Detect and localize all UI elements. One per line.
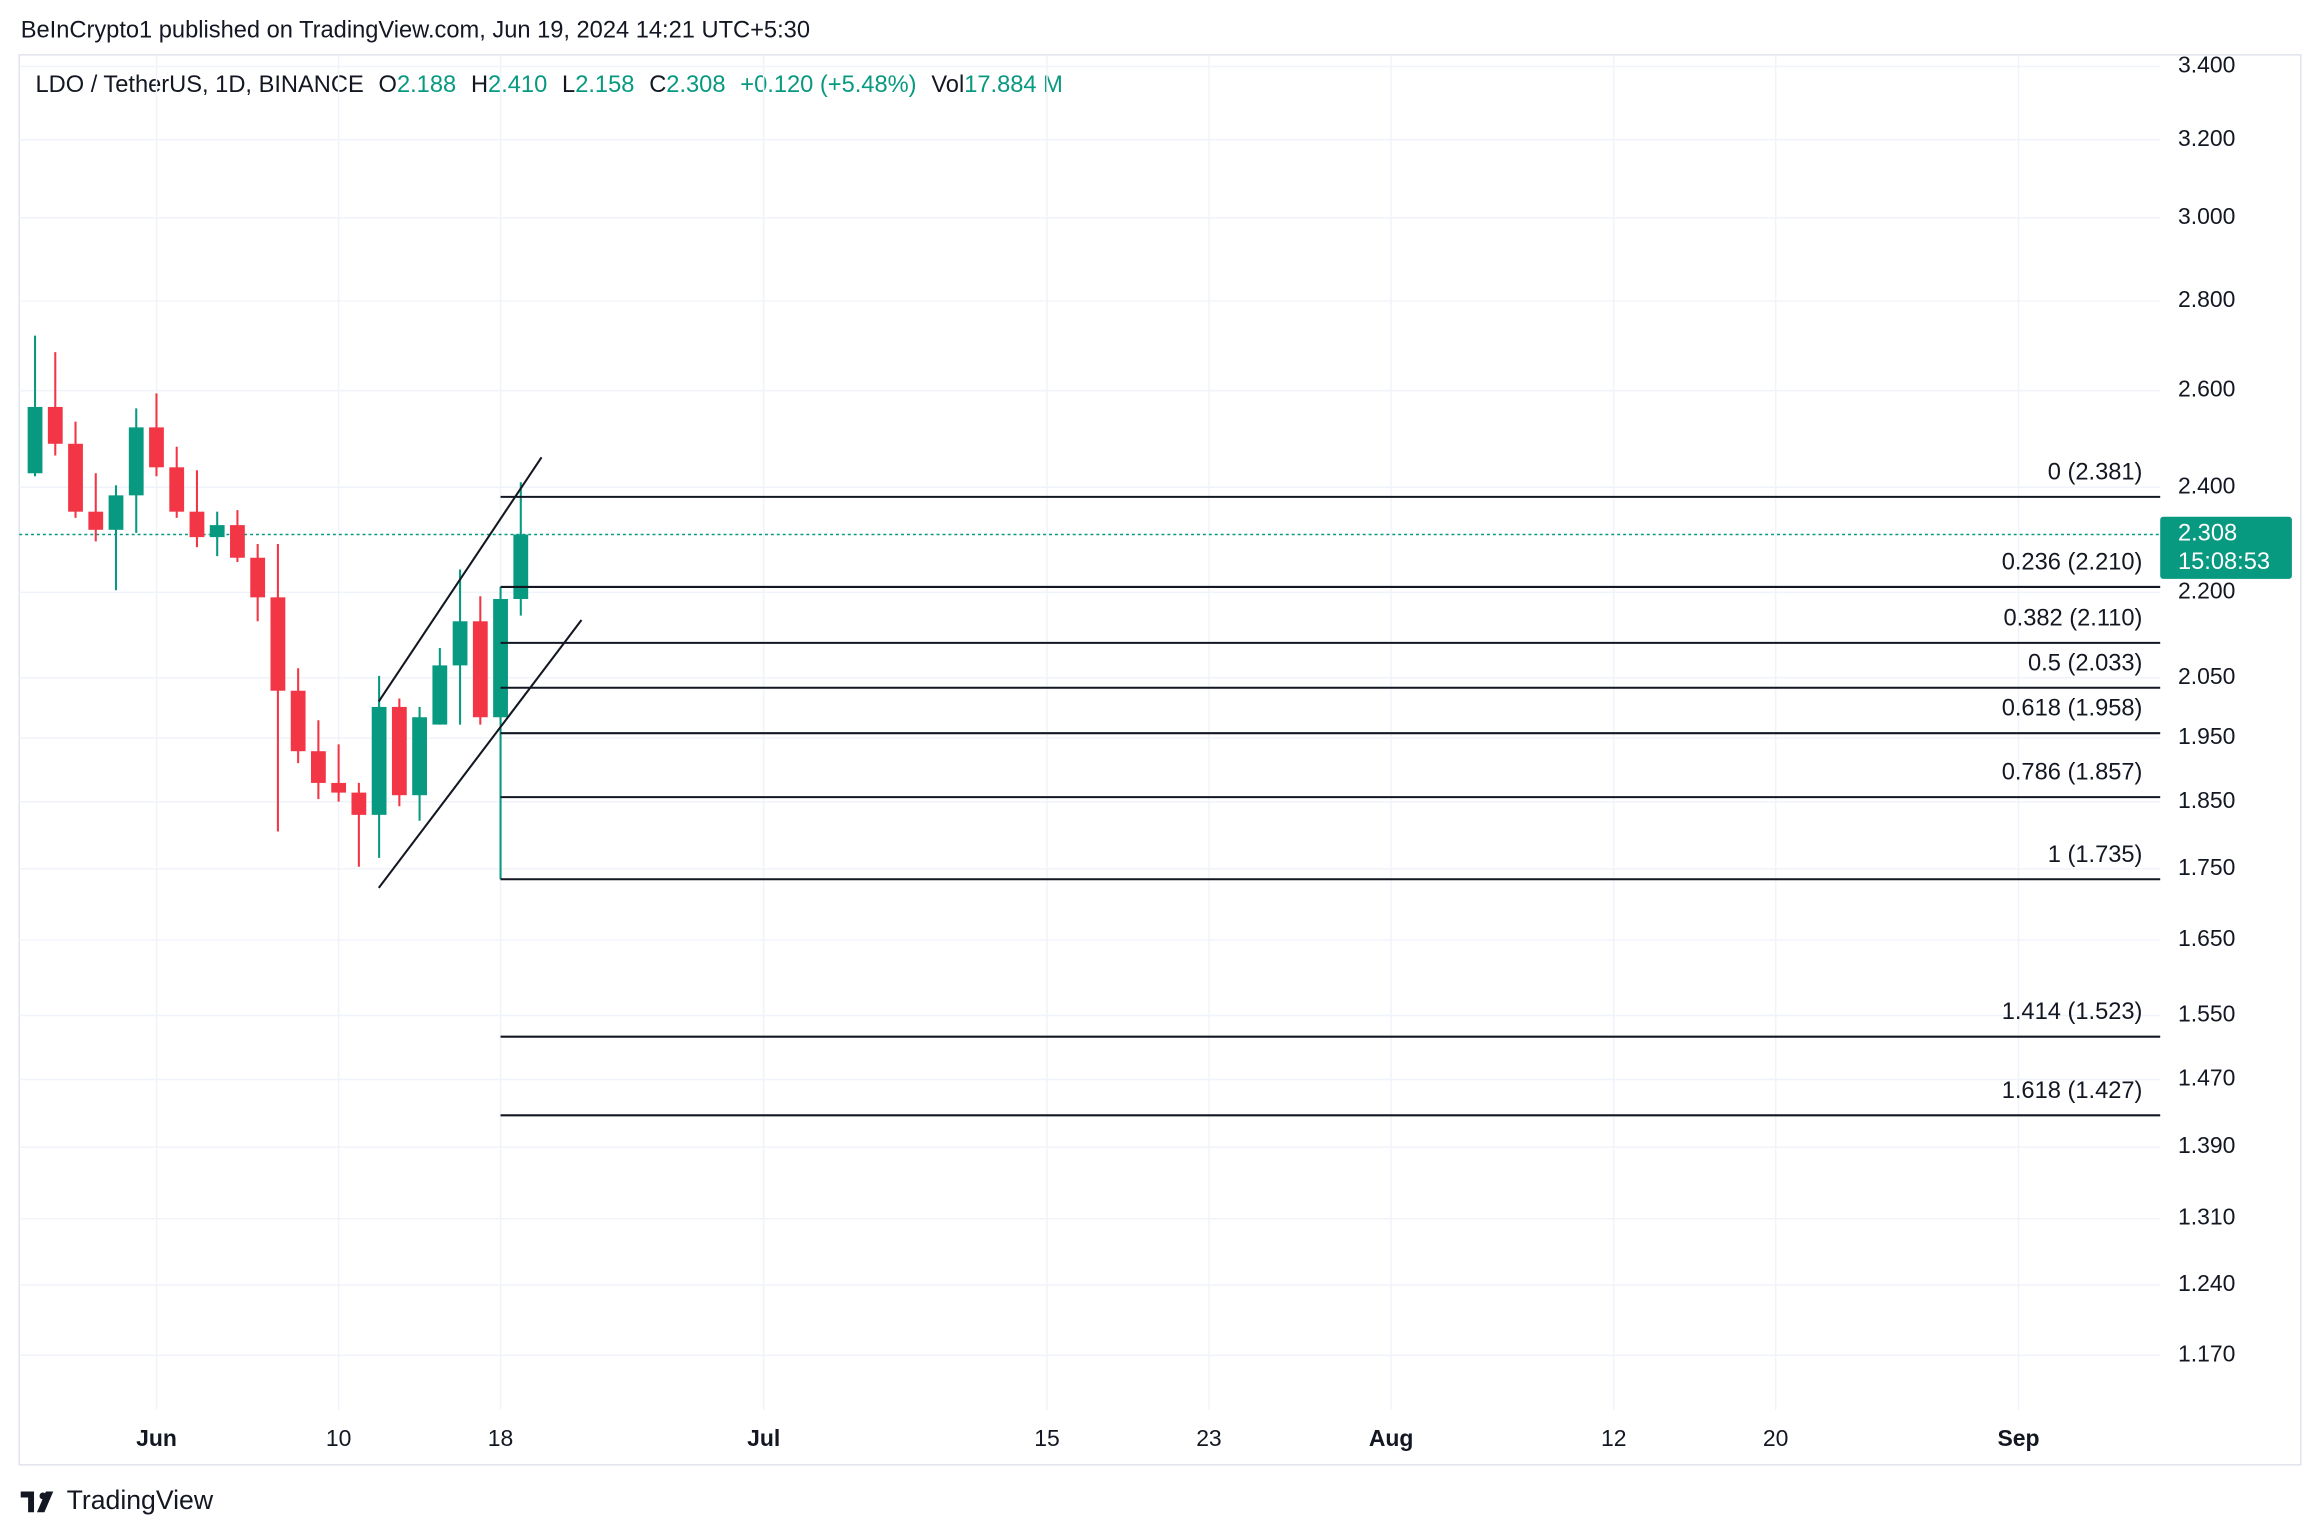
x-tick-label: Jul (747, 1425, 780, 1451)
x-tick-label: Sep (1998, 1425, 2040, 1451)
candle-body (290, 690, 306, 752)
brand: TradingView (67, 1485, 214, 1515)
field-value: 2.410 (488, 72, 547, 98)
fib-label: 0.5 (2.033) (2028, 650, 2142, 676)
y-tick-label: 3.400 (2178, 52, 2235, 78)
price-badge-countdown: 15:08:53 (2178, 549, 2270, 575)
fib-label: 0.382 (2.110) (2003, 605, 2142, 631)
field-key: L (562, 72, 575, 98)
candle-body (189, 511, 205, 538)
candle-body (250, 557, 266, 598)
fib-label: 1.414 (1.523) (2002, 999, 2143, 1025)
candle-body (452, 621, 468, 666)
chart-frame (18, 54, 2302, 1466)
field-key: C (649, 72, 666, 98)
x-tick-label: 10 (326, 1425, 352, 1451)
volume-key: Vol (931, 72, 964, 98)
fib-label: 0 (2.381) (2048, 459, 2143, 485)
y-tick-label: 2.050 (2178, 663, 2235, 689)
candle-body (310, 751, 326, 783)
y-tick-label: 3.200 (2178, 125, 2235, 151)
candle-body (412, 717, 427, 796)
fib-label: 1.618 (1.427) (2002, 1078, 2143, 1104)
plot (19, 54, 2161, 1411)
y-tick-label: 2.800 (2178, 286, 2235, 312)
candle-body (209, 525, 225, 538)
y-tick-label: 2.200 (2178, 577, 2235, 603)
symbol: LDO / TetherUS, 1D, BINANCE (36, 72, 364, 98)
y-tick-label: 1.550 (2178, 1001, 2235, 1027)
candle-body (149, 427, 164, 468)
candle-body (472, 621, 488, 718)
change: +0.120 (+5.48%) (740, 72, 916, 98)
field-key: H (471, 72, 488, 98)
candle-body (371, 706, 387, 815)
x-tick-label: Jun (136, 1425, 177, 1451)
candle-body (47, 406, 63, 444)
y-tick-label: 2.400 (2178, 472, 2235, 498)
x-tick-label: 18 (488, 1425, 514, 1451)
logo-mark (20, 1491, 54, 1513)
price-badge-value: 2.308 (2178, 521, 2237, 547)
candle-body (27, 406, 43, 474)
fib-label: 0.618 (1.958) (2002, 696, 2143, 722)
y-tick-label: 3.000 (2178, 203, 2235, 229)
price-badge (2160, 516, 2292, 579)
x-tick-label: Aug (1369, 1425, 1414, 1451)
y-tick-label: 1.850 (2178, 787, 2235, 813)
candle-body (270, 597, 286, 691)
fib-label: 0.236 (2.210) (2002, 549, 2143, 575)
x-tick-label: 15 (1034, 1425, 1060, 1451)
candle-body (88, 511, 104, 530)
candle-body (128, 427, 144, 496)
candle-body (68, 443, 83, 512)
channel-upper (377, 456, 543, 702)
footer-logo: TradingView (20, 1485, 214, 1515)
candle-body (391, 706, 407, 796)
x-tick-label: 23 (1196, 1425, 1222, 1451)
y-tick-label: 1.240 (2178, 1270, 2235, 1296)
candle-body (169, 467, 185, 512)
volume-value: 17.884 M (964, 72, 1063, 98)
x-tick-label: 12 (1601, 1425, 1627, 1451)
candle-body (432, 665, 448, 725)
y-tick-label: 1.950 (2178, 723, 2235, 749)
publisher: BeInCrypto1 published on TradingView.com… (21, 17, 810, 43)
field-value: 2.308 (666, 72, 725, 98)
field-value: 2.158 (575, 72, 634, 98)
candle-body (108, 495, 124, 530)
candle-body (331, 782, 347, 793)
channel-lower (377, 619, 583, 889)
field-key: O (379, 72, 397, 98)
field-value: 2.188 (397, 72, 456, 98)
y-tick-label: 2.600 (2178, 376, 2235, 402)
fib-label: 1 (1.735) (2048, 842, 2143, 868)
fib-label: 0.786 (1.857) (2002, 760, 2143, 786)
y-tick-label: 1.390 (2178, 1132, 2235, 1158)
x-tick-label: 20 (1763, 1425, 1789, 1451)
logo-dot (39, 1492, 47, 1500)
candle-body (351, 792, 367, 815)
y-tick-label: 1.170 (2178, 1340, 2235, 1366)
y-tick-label: 1.650 (2178, 925, 2235, 951)
candle-body (230, 525, 245, 558)
candle-body (513, 534, 529, 599)
y-tick-label: 1.310 (2178, 1204, 2235, 1230)
y-tick-label: 1.750 (2178, 854, 2235, 880)
y-tick-label: 1.470 (2178, 1065, 2235, 1091)
candle-body (493, 599, 508, 718)
